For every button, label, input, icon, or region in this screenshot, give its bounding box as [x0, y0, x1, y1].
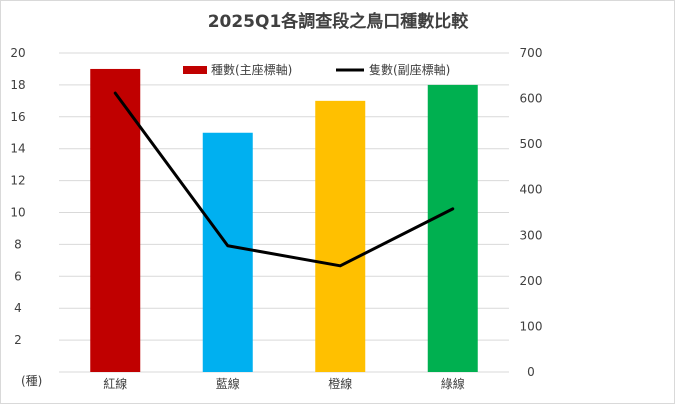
primary-tick-label: 6	[14, 269, 22, 283]
bar-series	[90, 68, 478, 373]
category-label: 綠線	[441, 376, 465, 391]
bar	[202, 132, 253, 372]
primary-axis-ticks: 2 4 6 8 10 12 14 16 18 20	[10, 46, 25, 347]
legend-bar-label: 種數(主座標軸)	[211, 62, 292, 77]
bar	[90, 68, 141, 372]
primary-axis-unit-label: (種)	[21, 374, 42, 388]
secondary-tick-label: 300	[520, 228, 543, 242]
category-label: 紅線	[103, 376, 127, 391]
primary-tick-label: 18	[10, 78, 25, 92]
legend-bar-swatch	[183, 66, 207, 74]
bar	[315, 100, 366, 372]
secondary-tick-label: 600	[520, 92, 543, 106]
secondary-tick-label: 400	[520, 183, 543, 197]
line-series	[113, 91, 455, 268]
secondary-tick-label: 500	[520, 137, 543, 151]
line-series-path	[113, 91, 455, 268]
primary-tick-label: 8	[14, 237, 22, 251]
secondary-tick-label: 200	[520, 274, 543, 288]
category-label: 橙線	[328, 376, 352, 391]
legend: 種數(主座標軸) 隻數(副座標軸)	[183, 62, 450, 77]
secondary-axis-ticks: 0 100 200 300 400 500 600 700	[520, 46, 543, 379]
primary-tick-label: 20	[10, 46, 25, 60]
primary-tick-label: 2	[14, 333, 22, 347]
primary-tick-label: 12	[10, 174, 25, 188]
secondary-tick-label: 0	[527, 365, 535, 379]
category-label: 藍線	[216, 376, 240, 391]
chart-title: 2025Q1各調查段之鳥口種數比較	[208, 11, 470, 32]
legend-line-label: 隻數(副座標軸)	[369, 62, 450, 77]
bar	[427, 84, 478, 373]
primary-tick-label: 10	[10, 206, 25, 220]
secondary-tick-label: 700	[520, 46, 543, 60]
primary-tick-label: 14	[10, 142, 25, 156]
primary-tick-label: 16	[10, 110, 25, 124]
secondary-tick-label: 100	[520, 319, 543, 333]
primary-tick-label: 4	[14, 301, 22, 315]
category-labels: 紅線 藍線 橙線 綠線	[103, 376, 465, 391]
